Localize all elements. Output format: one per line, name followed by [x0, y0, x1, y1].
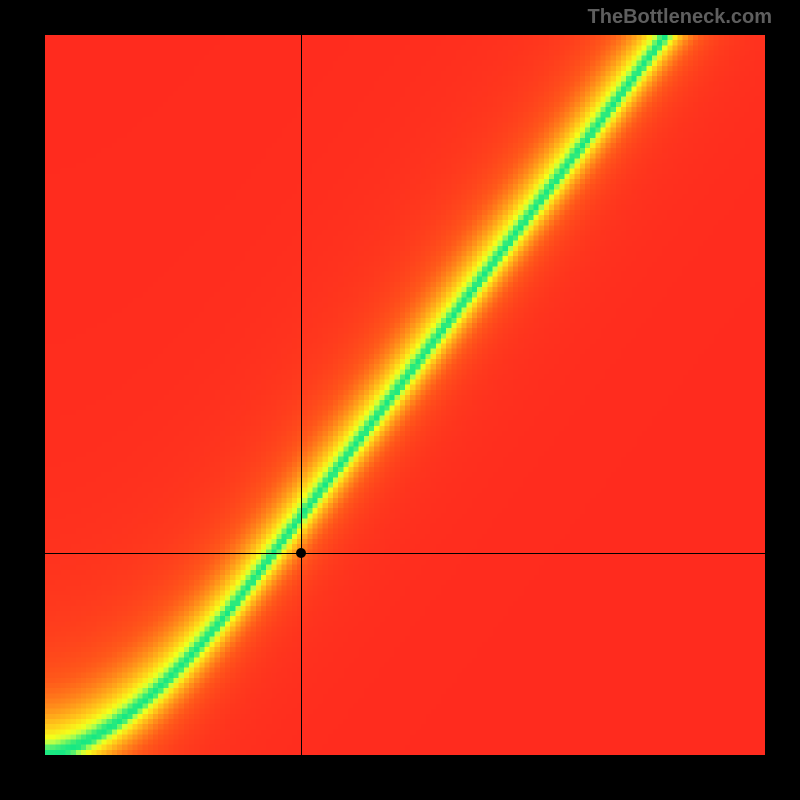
crosshair-marker	[296, 548, 306, 558]
heatmap-canvas	[45, 35, 765, 755]
watermark: TheBottleneck.com	[588, 6, 772, 29]
heatmap-plot	[45, 35, 765, 755]
crosshair-vertical	[301, 35, 302, 755]
crosshair-horizontal	[45, 553, 765, 554]
